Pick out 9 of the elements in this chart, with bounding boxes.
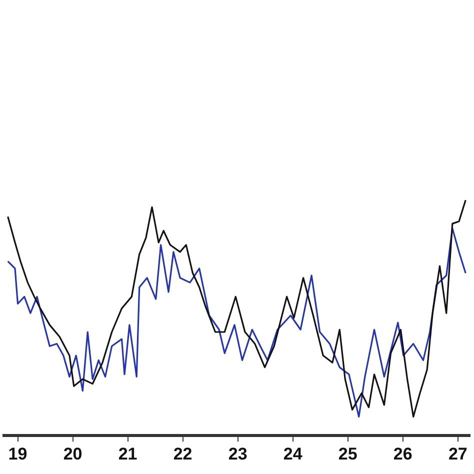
x-tick-label: 20 [63,444,82,464]
x-tick-label: 23 [228,444,248,464]
x-tick-label: 25 [338,444,358,464]
x-tick-label: 24 [283,444,303,464]
x-tick-label: 22 [173,444,192,464]
x-tick-label: 21 [118,444,138,464]
x-tick-label: 27 [448,444,468,464]
x-tick-label: 19 [8,444,28,464]
x-tick-label: 26 [393,444,412,464]
